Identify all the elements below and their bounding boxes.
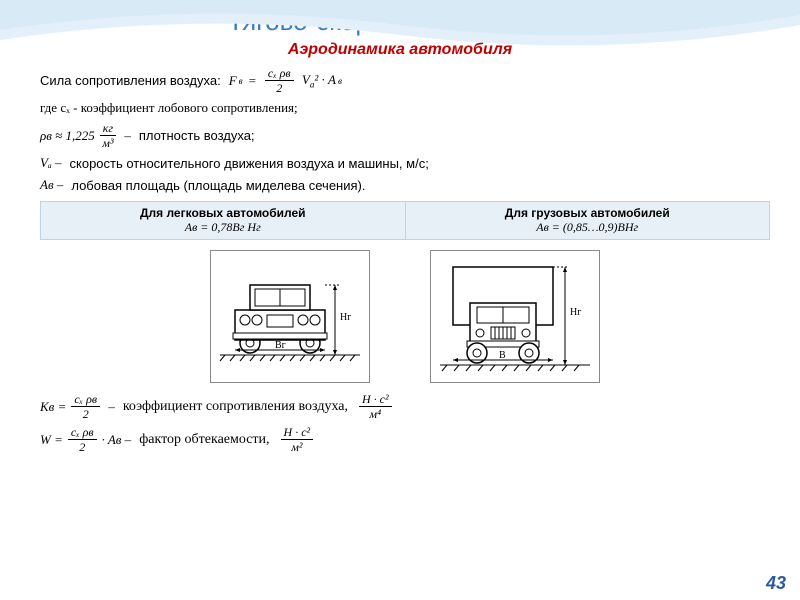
- car-diagram: Bг Hг: [210, 250, 370, 383]
- ab-line: Aв – лобовая площадь (площадь миделева с…: [40, 177, 770, 193]
- truck-height-label: Hг: [570, 307, 581, 318]
- va-text: скорость относительного движения воздуха…: [70, 156, 429, 171]
- table-right-formula: Aв = (0,85…0,9)BHг: [412, 220, 764, 235]
- cx-line: где cₓ - коэффициент лобового сопротивле…: [40, 100, 770, 116]
- k-line: Kв = cₓ ρв2 – коэффициент сопротивления …: [40, 393, 770, 420]
- ab-symbol: Aв –: [40, 177, 63, 193]
- table-right-header: Для грузовых автомобилей: [412, 206, 764, 220]
- diagrams-row: Bг Hг: [40, 250, 770, 383]
- rho-line: ρв ≈ 1,225 кгм³ – плотность воздуха;: [40, 122, 770, 149]
- w-text: фактор обтекаемости,: [139, 432, 269, 448]
- k-text: коэффициент сопротивления воздуха,: [123, 399, 348, 415]
- w-formula: W = cₓ ρв2 · Aв –: [40, 426, 131, 453]
- k-formula: Kв = cₓ ρв2 –: [40, 393, 115, 420]
- va-line: Vₐ – скорость относительного движения во…: [40, 155, 770, 171]
- truck-diagram: B Hг: [430, 250, 600, 383]
- car-width-label: Bг: [275, 340, 286, 351]
- page-subtitle: Аэродинамика автомобиля: [0, 41, 800, 59]
- car-height-label: Hг: [340, 312, 351, 323]
- table-cell-right: Для грузовых автомобилей Aв = (0,85…0,9)…: [405, 202, 770, 239]
- w-line: W = cₓ ρв2 · Aв – фактор обтекаемости, Н…: [40, 426, 770, 453]
- force-label: Сила сопротивления воздуха:: [40, 73, 221, 88]
- w-unit: Н · с²м²: [281, 426, 314, 453]
- table-left-header: Для легковых автомобилей: [47, 206, 399, 220]
- truck-width-label: B: [499, 350, 506, 361]
- rho-text: плотность воздуха;: [139, 128, 255, 143]
- content-area: Сила сопротивления воздуха: Fв = cₓ ρв2 …: [0, 59, 800, 453]
- page-number: 43: [766, 573, 786, 594]
- force-line: Сила сопротивления воздуха: Fв = cₓ ρв2 …: [40, 67, 770, 94]
- k-unit: Н · с²м⁴: [359, 393, 392, 420]
- force-formula: Fв = cₓ ρв2 Va² · Aв: [229, 67, 342, 94]
- va-symbol: Vₐ –: [40, 155, 62, 171]
- page-title: Тягово-скоростные свойства: [0, 0, 800, 37]
- ab-text: лобовая площадь (площадь миделева сечени…: [71, 178, 365, 193]
- area-table: Для легковых автомобилей Aв = 0,78Bг Hг …: [40, 201, 770, 240]
- table-left-formula: Aв = 0,78Bг Hг: [47, 220, 399, 235]
- table-cell-left: Для легковых автомобилей Aв = 0,78Bг Hг: [41, 202, 405, 239]
- rho-symbol: ρв ≈ 1,225 кгм³ –: [40, 122, 131, 149]
